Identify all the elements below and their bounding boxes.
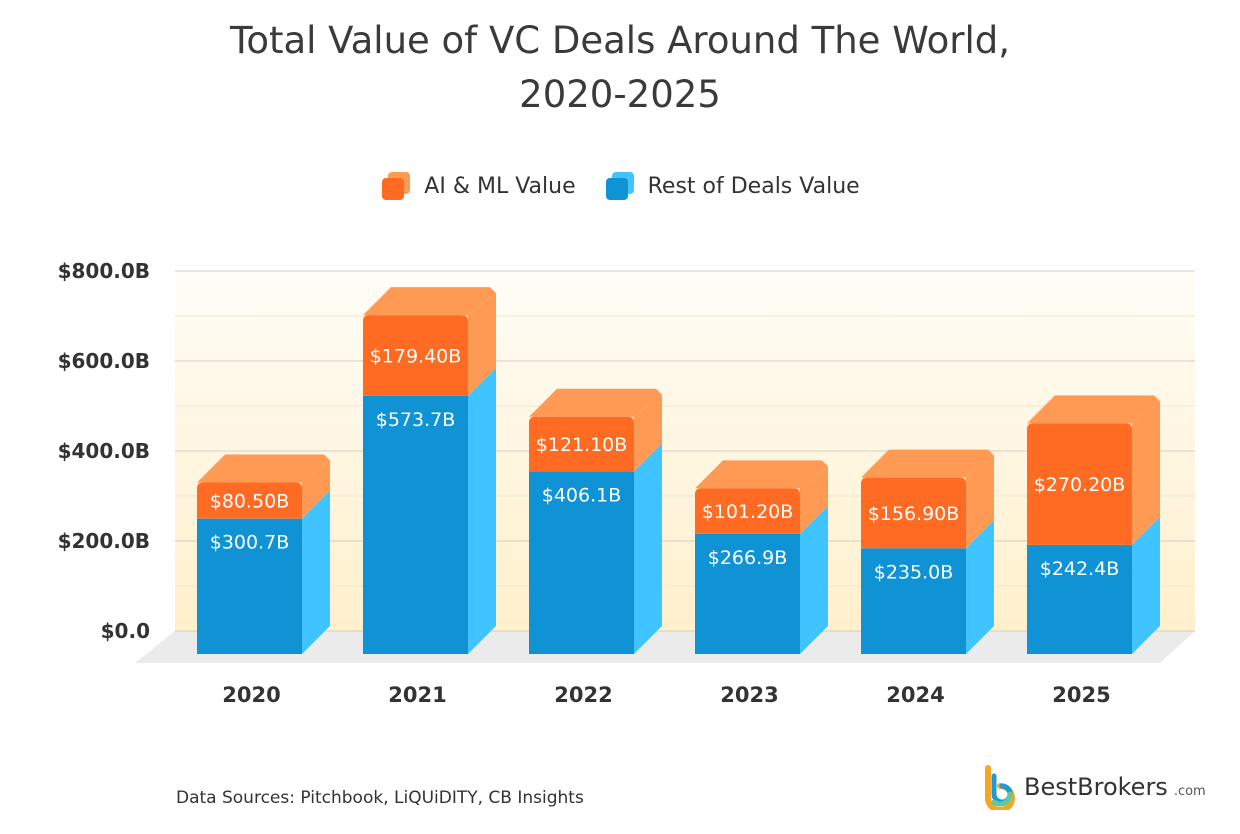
data-label-rest: $242.4B — [1040, 558, 1120, 580]
bar-rest — [363, 395, 468, 654]
bar-side-ai — [634, 394, 662, 472]
bar-ai — [529, 416, 634, 472]
bar-side-ai — [1132, 401, 1160, 545]
data-label-rest: $573.7B — [376, 409, 456, 431]
data-label-ai: $101.20B — [702, 501, 794, 523]
data-label-ai: $80.50B — [210, 491, 290, 513]
legend: AI & ML Value Rest of Deals Value — [0, 170, 1240, 202]
y-tick-label: $200.0B — [58, 529, 150, 553]
data-label-rest: $406.1B — [542, 484, 622, 506]
legend-label-rest: Rest of Deals Value — [647, 173, 860, 199]
data-label-ai: $270.20B — [1034, 474, 1126, 496]
data-label-rest: $266.9B — [708, 547, 788, 569]
bar-ai — [363, 315, 468, 396]
bar-top-ai — [197, 454, 330, 483]
x-tick-label: 2022 — [554, 683, 612, 707]
x-tick-label: 2021 — [388, 683, 446, 707]
x-tick-label: 2025 — [1052, 683, 1110, 707]
bar-rest — [197, 518, 302, 654]
legend-item-rest: Rest of Deals Value — [604, 170, 860, 202]
data-label-ai: $156.90B — [868, 503, 960, 525]
bar-top-ai — [363, 287, 496, 316]
title-line-2: 2020-2025 — [519, 73, 721, 116]
bar-ai — [695, 488, 800, 534]
bar-side-rest — [1132, 516, 1160, 654]
legend-label-ai: AI & ML Value — [424, 173, 576, 199]
y-tick-label: $800.0B — [58, 259, 150, 283]
y-tick-label: $400.0B — [58, 439, 150, 463]
x-tick-label: 2020 — [222, 683, 280, 707]
legend-item-ai: AI & ML Value — [380, 170, 576, 202]
bar-side-ai — [302, 460, 330, 519]
x-tick-label: 2023 — [720, 683, 778, 707]
bar-rest — [695, 533, 800, 654]
bar-ai — [1027, 423, 1132, 545]
y-tick-label: $0.0 — [101, 619, 150, 643]
bar-top-ai — [529, 388, 662, 417]
title-line-1: Total Value of VC Deals Around The World… — [230, 19, 1010, 62]
data-label-rest: $235.0B — [874, 561, 954, 583]
legend-swatch-rest — [605, 172, 634, 200]
chart-title: Total Value of VC Deals Around The World… — [0, 14, 1240, 122]
bar-side-rest — [800, 505, 828, 654]
bar-side-ai — [800, 466, 828, 534]
data-label-rest: $300.7B — [210, 532, 290, 554]
logo-text: BestBrokers — [1024, 773, 1168, 801]
bar-side-rest — [634, 443, 662, 654]
bar-top-ai — [1027, 395, 1160, 424]
data-label-ai: $121.10B — [536, 434, 628, 456]
bestbrokers-logo: BestBrokers .com — [980, 764, 1206, 810]
bar-side-rest — [468, 367, 496, 654]
bar-rest — [861, 548, 966, 654]
logo-suffix: .com — [1173, 783, 1206, 799]
bar-rest — [529, 471, 634, 654]
bar-ai — [861, 477, 966, 549]
bar-side-rest — [302, 490, 330, 654]
data-source-note: Data Sources: Pitchbook, LiQUiDITY, CB I… — [176, 788, 584, 808]
legend-swatch-ai — [382, 172, 411, 200]
data-label-ai: $179.40B — [370, 345, 462, 367]
logo-icon — [985, 765, 1015, 810]
y-tick-label: $600.0B — [58, 349, 150, 373]
bar-ai — [197, 482, 302, 519]
x-tick-label: 2024 — [886, 683, 944, 707]
bar-top-ai — [695, 460, 828, 489]
bar-side-rest — [966, 520, 994, 654]
bar-side-ai — [468, 293, 496, 396]
bar-top-ai — [861, 449, 994, 478]
bar-side-ai — [966, 455, 994, 549]
bar-rest — [1027, 544, 1132, 654]
